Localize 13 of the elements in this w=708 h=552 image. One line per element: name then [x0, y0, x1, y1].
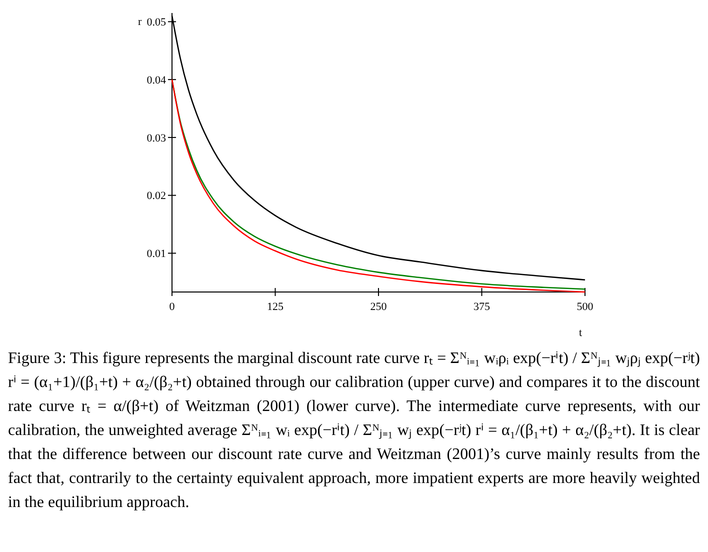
x-tick-label: 500	[576, 301, 594, 313]
y-tick-label: 0.02	[146, 190, 166, 202]
y-tick-label: 0.05	[146, 16, 166, 29]
x-tick-label: 0	[169, 301, 176, 313]
x-tick-label: 125	[267, 301, 284, 313]
y-tick-label: 0.04	[146, 74, 166, 86]
caption: Figure 3: This figure represents the marginal discount rate curve rₜ = Σᴺᵢ₌₁ wᵢρᵢ exp(−rⁱt) / Σᴺⱼ₌₁ wⱼρⱼ exp(−rʲt) rⁱ = (α₁+1)/(β₁+t) + α₂/(β₂+t) obtained through our calibration (upper curve) and compares it to the discount rate curve rₜ = α/(β+t) of Weitzman (2001) (lower curve). The intermediate curve represents, with our calibration, the unweighted average Σᴺᵢ₌₁ wᵢ exp(−rⁱt) / Σᴺⱼ₌₁ wⱼ exp(−rʲt) rⁱ = α₁/(β₁+t) + α₂/(β₂+t). It is clear that the difference between our discount rate curve and Weitzman (2001)’s curve mainly results from the fact that, contrarily to the certainty equivalent approach, more impatient experts are more heavily weighted in the equilibrium approach.	[8, 349, 700, 513]
x-axis-title: t	[579, 327, 582, 339]
x-tick-label: 250	[370, 301, 388, 313]
x-tick-label: 375	[474, 301, 490, 313]
y-axis-title: r	[138, 16, 142, 28]
y-tick-label: 0.03	[146, 132, 166, 144]
y-tick-label: 0.01	[146, 248, 166, 260]
